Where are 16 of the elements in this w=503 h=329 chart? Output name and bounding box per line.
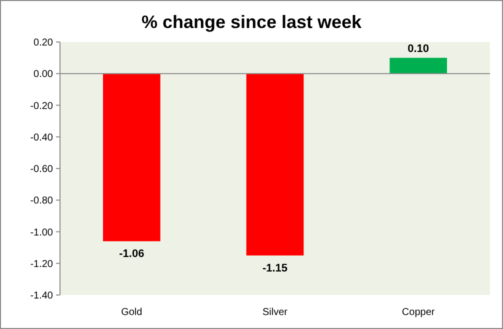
data-label: -1.15 [262, 262, 288, 274]
data-label: -1.06 [119, 248, 144, 260]
y-tick-label: -0.60 [30, 164, 54, 175]
y-tick-label: -1.00 [30, 227, 54, 238]
y-tick-label: -0.80 [30, 196, 54, 207]
y-tick-label: -0.20 [30, 100, 54, 112]
y-tick-label: -0.40 [30, 132, 54, 144]
y-tick-label: -1.20 [30, 258, 54, 270]
y-tick-label: 0.20 [34, 38, 54, 48]
y-tick-label: 0.00 [34, 69, 54, 80]
x-tick-label: Silver [262, 307, 288, 318]
y-tick-label: -1.40 [30, 290, 54, 302]
x-tick-label: Copper [402, 307, 436, 318]
data-label: 0.10 [408, 42, 430, 55]
chart-title: % change since last week [141, 12, 363, 32]
x-tick-label: Gold [121, 307, 142, 318]
